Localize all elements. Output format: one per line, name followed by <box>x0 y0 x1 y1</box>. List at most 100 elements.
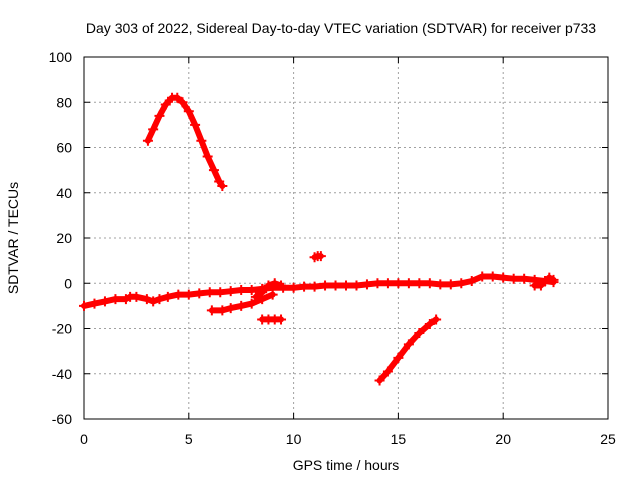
data-point <box>131 291 142 302</box>
data-point <box>456 278 467 289</box>
data-point <box>206 305 217 316</box>
data-point <box>79 300 89 311</box>
data-point <box>160 99 171 110</box>
data-point <box>374 375 385 386</box>
x-tick-label: 10 <box>286 431 302 447</box>
data-point <box>217 180 228 191</box>
chart-title: Day 303 of 2022, Sidereal Day-to-day VTE… <box>86 20 596 36</box>
data-point <box>148 124 159 135</box>
series-lower-band <box>206 289 278 316</box>
data-point <box>424 318 435 329</box>
data-point <box>99 296 110 307</box>
data-point <box>172 92 183 103</box>
data-point <box>431 314 442 325</box>
data-point <box>162 291 173 302</box>
data-point <box>89 298 100 309</box>
data-point <box>267 289 278 300</box>
data-point <box>351 280 362 291</box>
data-point <box>424 278 435 289</box>
data-point <box>393 278 404 289</box>
data-point <box>414 328 425 339</box>
y-tick-label: -60 <box>52 411 72 427</box>
y-tick-label: -40 <box>52 366 72 382</box>
series-arc-peak <box>142 92 228 191</box>
data-point <box>276 314 287 325</box>
y-grid <box>84 101 608 375</box>
data-point <box>403 339 414 350</box>
data-point <box>372 278 383 289</box>
data-point <box>208 165 219 176</box>
x-axis-ticks: 0 5 10 15 20 25 <box>80 57 616 447</box>
data-point <box>288 282 299 293</box>
data-point <box>190 119 201 130</box>
series-segment-9-3 <box>257 314 287 325</box>
data-point <box>487 271 498 282</box>
data-point <box>183 106 194 117</box>
data-point <box>519 273 530 284</box>
data-point <box>236 285 247 296</box>
series-line <box>144 94 226 189</box>
data-point <box>173 289 184 300</box>
data-point <box>382 278 393 289</box>
data-point <box>196 135 207 146</box>
data-point <box>246 298 257 309</box>
data-point <box>315 251 326 262</box>
data-point <box>435 279 446 290</box>
data-point <box>217 305 228 316</box>
data-point <box>194 288 205 299</box>
data-point <box>466 275 477 286</box>
data-point <box>341 280 351 291</box>
y-tick-label: 100 <box>49 49 73 65</box>
y-axis-title: SDTVAR / TECUs <box>5 182 21 294</box>
data-point <box>225 303 236 314</box>
x-tick-label: 25 <box>600 431 616 447</box>
data-point <box>320 280 331 291</box>
data-point <box>154 110 165 121</box>
data-point <box>414 278 425 289</box>
data-point <box>250 291 261 302</box>
data-point <box>361 279 372 290</box>
data-point <box>154 294 165 305</box>
data-point <box>246 285 257 296</box>
data-point <box>204 287 215 298</box>
data-point <box>477 271 488 282</box>
data-point <box>269 278 280 289</box>
data-point <box>263 280 274 291</box>
data-point <box>403 278 414 289</box>
data-point <box>141 294 152 305</box>
data-point <box>215 287 226 298</box>
data-point <box>257 287 268 298</box>
data-point <box>225 286 236 297</box>
series-spike-11 <box>309 251 326 263</box>
data-point <box>276 280 287 291</box>
data-series <box>79 92 559 386</box>
y-tick-label: 0 <box>64 275 72 291</box>
series-segment-8-9 <box>250 278 287 302</box>
y-tick-label: 80 <box>56 94 72 110</box>
data-point <box>183 289 194 300</box>
data-point <box>177 97 188 108</box>
series-main-trend <box>79 271 559 311</box>
x-tick-label: 0 <box>80 431 88 447</box>
data-point <box>148 296 159 307</box>
data-point <box>236 300 247 311</box>
y-axis-ticks: -60 -40 -20 0 20 40 60 80 100 <box>49 49 608 427</box>
data-point <box>498 272 509 283</box>
series-descending-line <box>374 314 442 386</box>
data-point <box>142 135 153 146</box>
y-tick-label: -20 <box>52 321 72 337</box>
x-tick-label: 5 <box>185 431 193 447</box>
series-tail-cluster <box>529 272 559 291</box>
x-grid <box>188 57 504 419</box>
x-tick-label: 20 <box>495 431 511 447</box>
data-point <box>508 273 519 284</box>
data-point <box>299 281 310 292</box>
data-point <box>548 274 559 285</box>
data-point <box>330 280 341 291</box>
y-tick-label: 20 <box>56 230 72 246</box>
data-point <box>445 279 456 290</box>
x-axis-title: GPS time / hours <box>293 457 400 473</box>
y-tick-label: 40 <box>56 185 72 201</box>
data-point <box>202 151 213 162</box>
